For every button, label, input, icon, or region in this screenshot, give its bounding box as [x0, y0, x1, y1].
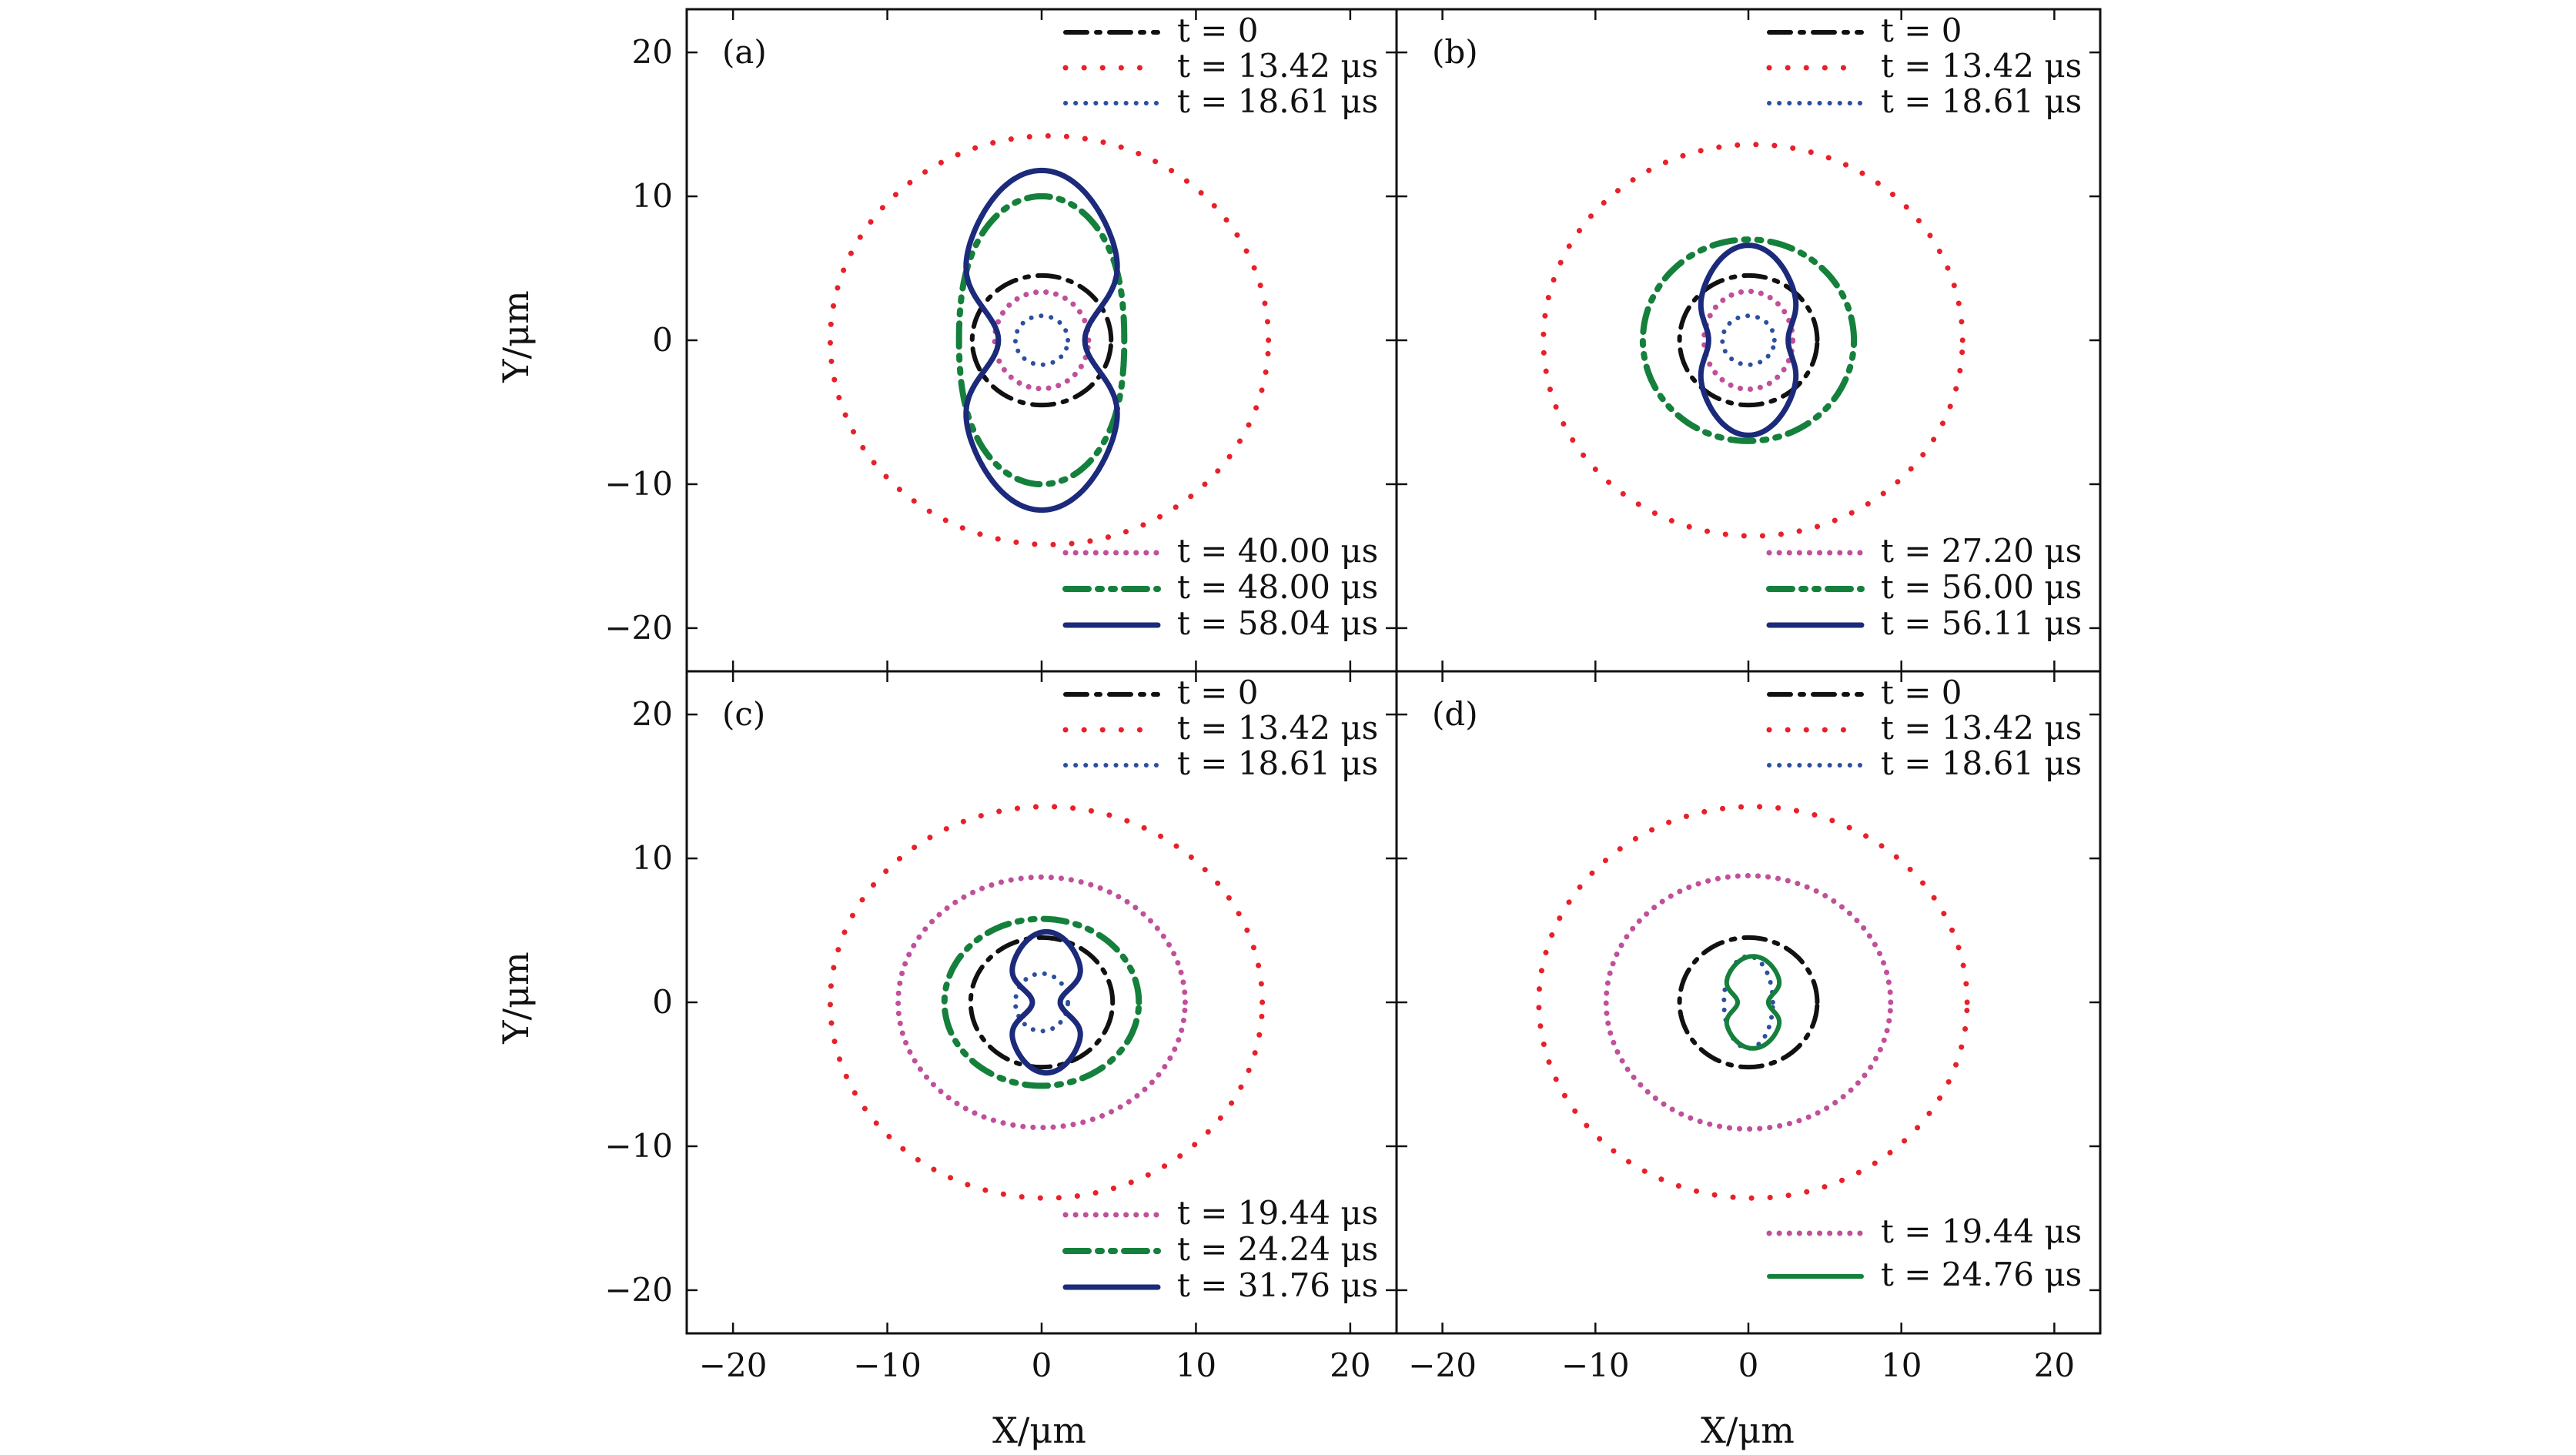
legend-label: t = 40.00 μs	[1177, 532, 1378, 570]
y-tick-label: 0	[652, 983, 673, 1021]
panel-label: (a)	[722, 33, 767, 71]
legend: t = 40.00 μst = 48.00 μst = 58.04 μs	[1062, 532, 1378, 642]
series-curve	[1012, 313, 1071, 367]
x-tick-label: 10	[1176, 1346, 1216, 1384]
series-curve	[963, 167, 1120, 513]
x-tick-label: 20	[2034, 1346, 2075, 1384]
series-curve	[1639, 236, 1858, 444]
panel-label: (d)	[1432, 695, 1478, 733]
series-curve	[1012, 971, 1071, 1034]
panel-b: (b) t = 0t = 13.42 μst = 18.61 μs t = 27.2…	[1395, 8, 2102, 673]
series-curve	[1721, 954, 1775, 1051]
legend: t = 0t = 13.42 μst = 18.61 μs	[1062, 12, 1378, 120]
y-tick-label: 20	[632, 695, 673, 733]
legend: t = 0t = 13.42 μst = 18.61 μs	[1062, 674, 1378, 782]
series-curve	[1603, 873, 1894, 1132]
x-tick-label: 20	[1330, 1346, 1370, 1384]
legend: t = 19.44 μst = 24.24 μst = 31.76 μs	[1062, 1194, 1378, 1304]
y-tick-label: −20	[604, 609, 673, 647]
legend-label: t = 24.24 μs	[1177, 1230, 1378, 1268]
series-curve	[1677, 935, 1820, 1070]
legend-label: t = 18.61 μs	[1881, 82, 2082, 120]
legend-label: t = 27.20 μs	[1881, 532, 2082, 570]
legend-label: t = 18.61 μs	[1177, 82, 1378, 120]
series-curve	[1698, 242, 1799, 438]
series-curve	[968, 935, 1116, 1070]
legend-label: t = 56.00 μs	[1881, 568, 2082, 606]
legend-label: t = 0	[1881, 12, 1962, 49]
y-tick-label: 20	[632, 33, 673, 71]
x-tick-label: 0	[1032, 1346, 1052, 1384]
legend-label: t = 0	[1177, 12, 1259, 49]
legend-label: t = 18.61 μs	[1881, 744, 2082, 782]
x-tick-label: 0	[1738, 1346, 1759, 1384]
series-curve	[1536, 804, 1970, 1201]
panel-c: −20 −10 0 10 20 −20 −10 0 10 20 (c) t = 0t = 13.42 …	[604, 670, 1398, 1384]
panel-label: (b)	[1432, 33, 1478, 71]
y-tick-label: 10	[632, 177, 673, 215]
legend-label: t = 19.44 μs	[1177, 1194, 1378, 1232]
y-tick-label: 0	[652, 321, 673, 359]
y-tick-label: 10	[632, 839, 673, 877]
legend-label: t = 56.11 μs	[1881, 604, 2082, 642]
x-tick-label: −10	[853, 1346, 922, 1384]
series-curve	[895, 874, 1188, 1131]
series-curve	[941, 915, 1142, 1089]
x-tick-label: −20	[699, 1346, 768, 1384]
legend-label: t = 13.42 μs	[1177, 47, 1378, 85]
legend-label: t = 0	[1177, 674, 1259, 711]
legend-label: t = 31.76 μs	[1177, 1266, 1378, 1304]
y-tick-label: −10	[604, 1127, 673, 1165]
series-curve	[969, 273, 1114, 408]
x-tick-label: −20	[1408, 1346, 1477, 1384]
series-curve	[1677, 273, 1820, 408]
series-curve	[827, 133, 1272, 547]
legend-label: t = 18.61 μs	[1177, 744, 1378, 782]
legend-label: t = 58.04 μs	[1177, 604, 1378, 642]
legend-label: t = 13.42 μs	[1177, 709, 1378, 747]
series-curve	[1009, 928, 1083, 1076]
legend: t = 0t = 13.42 μst = 18.61 μs	[1766, 12, 2082, 120]
x-tick-label: −10	[1561, 1346, 1630, 1384]
legend-label: t = 13.42 μs	[1881, 709, 2082, 747]
panel-a: −20 −10 0 10 20 (a) t = 0t = 13.42 μst = 18.61…	[604, 8, 1398, 673]
panel-label: (c)	[722, 695, 765, 733]
legend-label: t = 48.00 μs	[1177, 568, 1378, 606]
y-axis-label-top: Y/μm	[495, 290, 537, 383]
legend-label: t = 0	[1881, 674, 1962, 711]
legend-label: t = 19.44 μs	[1881, 1212, 2082, 1250]
legend: t = 19.44 μs t = 24.76 μs	[1766, 1212, 2082, 1293]
y-tick-label: −20	[604, 1271, 673, 1309]
series-curve	[1541, 142, 1965, 539]
series-curve	[827, 804, 1266, 1201]
y-axis-label-bottom: Y/μm	[495, 952, 537, 1044]
legend-label: t = 24.76 μs	[1881, 1256, 2082, 1293]
legend-label: t = 13.42 μs	[1881, 47, 2082, 85]
series-curve	[1724, 954, 1782, 1051]
x-axis-label-right: X/μm	[1701, 1410, 1795, 1451]
panel-d: −20 −10 0 10 20 (d) t = 0t = 13.42 μst = 18.61…	[1395, 670, 2102, 1384]
series-curve	[1701, 288, 1796, 393]
series-curve	[955, 193, 1128, 487]
x-axis-label-left: X/μm	[992, 1410, 1086, 1451]
series-curve	[992, 289, 1092, 392]
series-curve	[1720, 313, 1777, 367]
legend: t = 0t = 13.42 μst = 18.61 μs	[1766, 674, 2082, 782]
x-tick-label: 10	[1881, 1346, 1922, 1384]
y-tick-label: −10	[604, 465, 673, 503]
legend: t = 27.20 μst = 56.00 μst = 56.11 μs	[1766, 532, 2082, 642]
